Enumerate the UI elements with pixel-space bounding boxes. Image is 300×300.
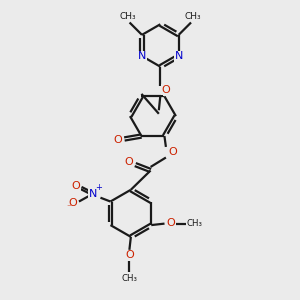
Text: CH₃: CH₃ xyxy=(184,11,201,20)
Text: O: O xyxy=(161,85,170,95)
Text: +: + xyxy=(95,183,102,192)
Text: ⁻: ⁻ xyxy=(66,203,71,212)
Text: O: O xyxy=(168,147,177,157)
Text: N: N xyxy=(88,189,97,199)
Text: CH₃: CH₃ xyxy=(187,219,202,228)
Text: N: N xyxy=(138,51,146,61)
Text: CH₃: CH₃ xyxy=(120,11,136,20)
Text: CH₃: CH₃ xyxy=(122,274,137,283)
Text: O: O xyxy=(71,181,80,190)
Text: N: N xyxy=(175,51,183,61)
Text: O: O xyxy=(113,135,122,146)
Text: O: O xyxy=(166,218,175,228)
Text: O: O xyxy=(68,198,77,208)
Text: O: O xyxy=(124,157,133,166)
Text: S: S xyxy=(163,85,170,95)
Text: O: O xyxy=(125,250,134,260)
